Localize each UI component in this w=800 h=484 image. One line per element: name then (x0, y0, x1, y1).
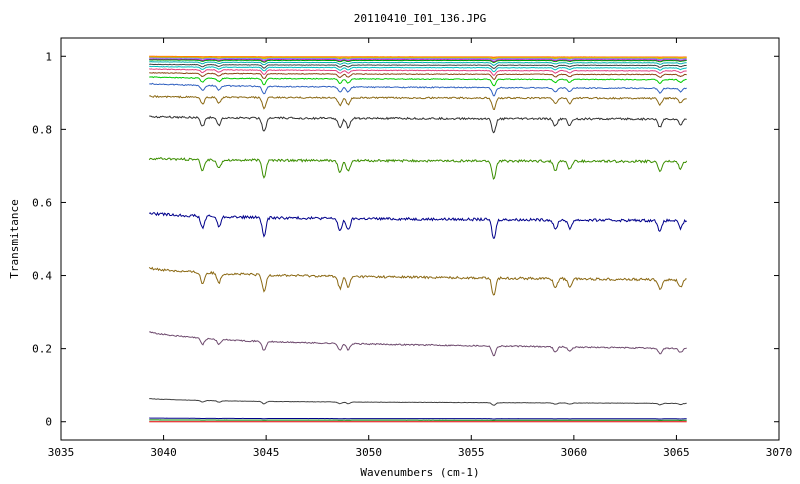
x-tick-label: 3060 (561, 446, 588, 459)
series-line (149, 267, 686, 295)
x-axis-title: Wavenumbers (cm-1) (360, 466, 479, 479)
y-tick-label: 0 (45, 416, 52, 429)
x-tick-label: 3050 (355, 446, 382, 459)
y-tick-label: 0.4 (32, 270, 52, 283)
chart-title: 20110410_I01_136.JPG (354, 12, 486, 25)
x-tick-label: 3065 (663, 446, 690, 459)
x-tick-label: 3035 (48, 446, 75, 459)
series-line (149, 399, 686, 406)
x-tick-label: 3040 (150, 446, 177, 459)
series-line (149, 96, 686, 110)
x-tick-label: 3045 (253, 446, 280, 459)
series-line (149, 418, 686, 419)
tick-layer: 3035 3040 3045 3050 3055 3060 3065 3070 0 0.2 0.4 0… (32, 38, 792, 459)
series-line (149, 158, 686, 179)
y-tick-label: 1 (45, 50, 52, 63)
y-tick-label: 0.2 (32, 343, 52, 356)
y-tick-label: 0.8 (32, 123, 52, 136)
series-line (149, 332, 686, 356)
y-axis-title: Transmitance (8, 199, 21, 278)
series-line (149, 116, 686, 133)
series-layer (149, 56, 686, 421)
x-tick-label: 3055 (458, 446, 485, 459)
series-line (149, 83, 686, 95)
x-tick-label: 3070 (766, 446, 793, 459)
series-line (149, 77, 686, 86)
series-line (149, 213, 686, 238)
y-tick-label: 0.6 (32, 196, 52, 209)
